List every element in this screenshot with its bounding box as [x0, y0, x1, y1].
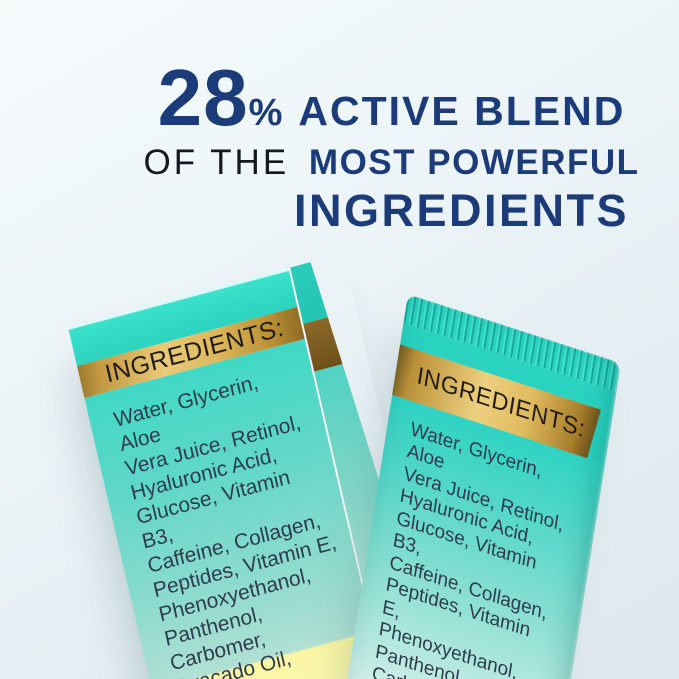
headline-active-blend: ACTIVE BLEND [298, 88, 626, 134]
headline-of-the: OF THE [143, 143, 290, 182]
headline-ingredients: INGREDIENTS [293, 184, 629, 236]
percent-sign: % [248, 92, 283, 134]
tube-ingredients-list: Water, Glycerin, Aloe Vera Juice, Retino… [370, 417, 566, 679]
headline-line2: OF THE MOST POWERFUL [104, 143, 679, 183]
headline: 28 % ACTIVE BLEND OF THE MOST POWERFUL I… [104, 53, 679, 236]
headline-most-powerful: MOST POWERFUL [308, 143, 640, 182]
product-tube: INGREDIENTS: Water, Glycerin, Aloe Vera … [337, 294, 622, 679]
box-side-top-band [291, 253, 357, 324]
headline-line1: 28 % ACTIVE BLEND [104, 53, 679, 142]
percent-value: 28 [157, 53, 249, 142]
